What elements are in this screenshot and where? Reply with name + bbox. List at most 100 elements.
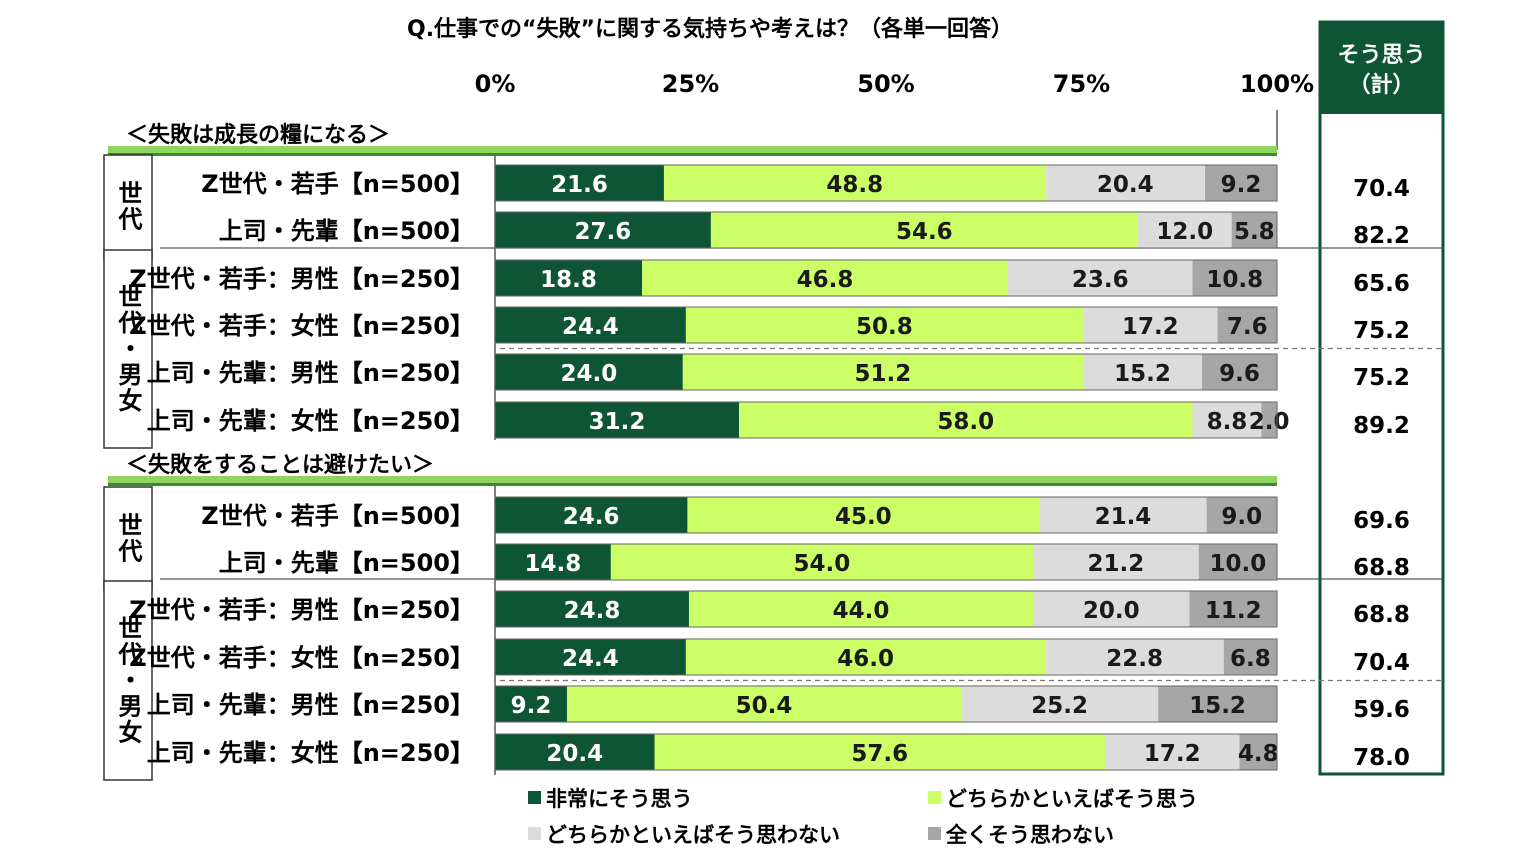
bar-segment: [610, 544, 1034, 580]
bar-value-label: 51.2: [854, 361, 911, 387]
bar-value-label: 7.6: [1227, 314, 1268, 340]
bar-value-label: 23.6: [1072, 267, 1129, 293]
row-label: 上司・先輩：男性【n=250】: [147, 691, 474, 719]
total-column-header: [1320, 22, 1443, 114]
bar-segment: [1104, 734, 1240, 770]
bar-outline: [494, 733, 1278, 771]
bar-value-label: 46.0: [837, 646, 894, 672]
legend-label: どちらかといえばそう思う: [946, 787, 1198, 811]
bar-value-label: 54.0: [794, 551, 851, 577]
bar-segment: [1007, 260, 1193, 296]
bar-segment: [1217, 307, 1277, 343]
bar-segment: [1198, 544, 1277, 580]
row-label: Z世代・若手：女性【n=250】: [129, 312, 474, 340]
total-value: 89.2: [1353, 413, 1410, 439]
total-value: 68.8: [1353, 602, 1410, 628]
bar-segment: [1231, 212, 1277, 248]
row-label: Z世代・若手【n=500】: [201, 502, 474, 530]
bar-segment: [1205, 165, 1277, 201]
total-column-frame: [1318, 20, 1445, 776]
bar-segment: [1033, 544, 1199, 580]
group-box: [103, 580, 153, 781]
total-value: 70.4: [1353, 650, 1410, 676]
bar-value-label: 24.4: [562, 314, 619, 340]
bar-segment: [494, 401, 740, 439]
bar-value-label: 21.2: [1088, 551, 1145, 577]
bar-segment: [1192, 402, 1262, 438]
group-label: 世代・男女: [114, 616, 143, 746]
bar-segment: [682, 354, 1084, 390]
bar-segment: [1039, 497, 1207, 533]
bar-segment: [1033, 591, 1190, 627]
bar-value-label: 54.6: [896, 219, 953, 245]
total-value: 75.2: [1353, 365, 1410, 391]
x-tick-label: 100%: [1240, 70, 1314, 98]
total-value: 82.2: [1353, 223, 1410, 249]
legend-label: どちらかといえばそう思わない: [546, 823, 840, 847]
bar-value-label: 31.2: [589, 409, 646, 435]
bar-value-label: 21.4: [1095, 504, 1152, 530]
bar-value-label: 45.0: [835, 504, 892, 530]
bar-segment: [1206, 497, 1277, 533]
bar-value-label: 48.8: [826, 172, 883, 198]
bar-outline: [494, 164, 1278, 202]
row-label: 上司・先輩【n=500】: [219, 217, 474, 245]
legend-swatch: [928, 791, 941, 804]
bar-value-label: 24.6: [563, 504, 620, 530]
x-tick-label: 75%: [1053, 70, 1110, 98]
bar-segment: [738, 402, 1193, 438]
bar-outline: [494, 211, 1278, 249]
bar-value-label: 14.8: [524, 551, 581, 577]
bar-segment: [654, 734, 1105, 770]
bar-outline: [494, 259, 1278, 297]
bar-segment: [1239, 734, 1277, 770]
bar-outline: [494, 353, 1278, 391]
row-label: 上司・先輩：男性【n=250】: [147, 359, 474, 387]
bar-value-label: 25.2: [1031, 693, 1088, 719]
bar-value-label: 18.8: [540, 267, 597, 293]
bar-segment: [642, 260, 1008, 296]
bar-segment: [685, 307, 1084, 343]
legend-label: 全くそう思わない: [945, 823, 1114, 847]
bar-segment: [961, 686, 1159, 722]
total-value: 69.6: [1353, 508, 1410, 534]
bar-value-label: 15.2: [1189, 693, 1246, 719]
bar-value-label: 57.6: [851, 741, 908, 767]
total-header-label: そう思う: [1337, 43, 1425, 68]
x-tick-label: 50%: [857, 70, 914, 98]
bar-segment: [1045, 639, 1224, 675]
bar-segment: [1083, 354, 1202, 390]
row-label: Z世代・若手：男性【n=250】: [129, 596, 474, 624]
group-label: 世代: [114, 513, 143, 565]
group-label: 世代・男女: [114, 284, 143, 414]
bar-segment: [663, 165, 1046, 201]
bar-outline: [494, 685, 1278, 723]
group-label: 世代: [114, 181, 143, 233]
bar-segment: [1158, 686, 1277, 722]
row-label: Z世代・若手：女性【n=250】: [129, 644, 474, 672]
bar-value-label: 21.6: [551, 172, 608, 198]
bar-value-label: 17.2: [1122, 314, 1179, 340]
bar-value-label: 11.2: [1205, 598, 1262, 624]
row-label: Z世代・若手：男性【n=250】: [129, 265, 474, 293]
total-header-label: （計）: [1348, 72, 1414, 98]
bar-segment: [1261, 402, 1277, 438]
total-value: 68.8: [1353, 555, 1410, 581]
bar-segment: [566, 686, 962, 722]
bar-segment: [688, 591, 1034, 627]
bar-outline: [494, 590, 1278, 628]
x-tick-label: 0%: [475, 70, 516, 98]
bar-value-label: 50.4: [736, 693, 793, 719]
bar-value-label: 9.2: [511, 693, 552, 719]
bar-outline: [494, 496, 1278, 534]
bar-segment: [1083, 307, 1218, 343]
bar-value-label: 9.0: [1221, 504, 1262, 530]
bar-value-label: 9.2: [1221, 172, 1262, 198]
bar-segment: [687, 497, 1040, 533]
bar-value-label: 27.6: [575, 219, 632, 245]
bar-segment: [1201, 354, 1277, 390]
section-band-shadow: [108, 153, 1277, 156]
legend-swatch: [528, 791, 541, 804]
bar-value-label: 20.4: [1097, 172, 1154, 198]
